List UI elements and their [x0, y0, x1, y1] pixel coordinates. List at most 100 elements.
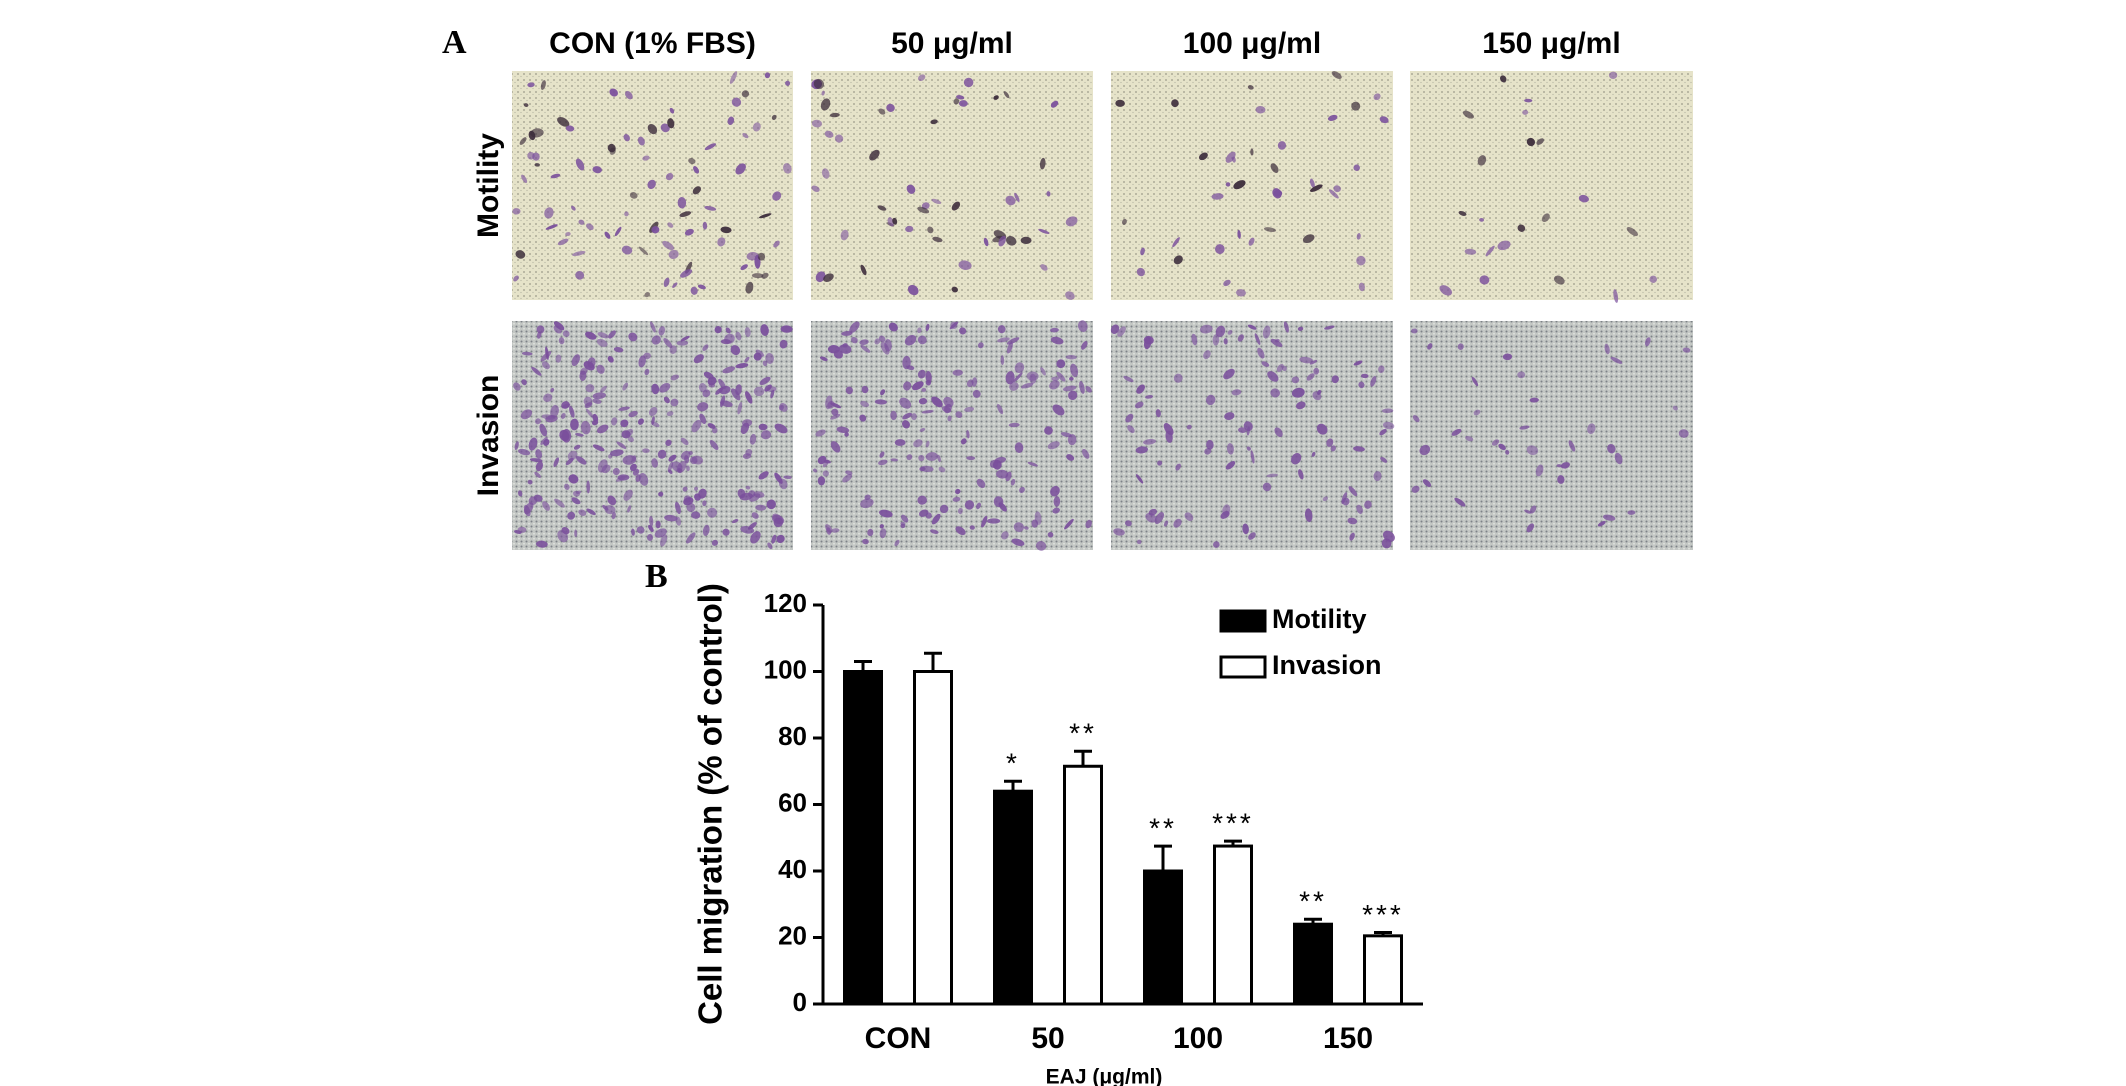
stained-cell — [996, 403, 1004, 415]
stained-cell — [1113, 528, 1125, 536]
stained-cell — [1052, 507, 1060, 514]
stained-cell — [912, 381, 924, 391]
stained-cell — [731, 519, 739, 524]
stained-cell — [693, 486, 699, 491]
stained-cell — [663, 338, 673, 348]
stained-cell — [772, 191, 782, 201]
stained-cell — [675, 516, 682, 526]
stained-cell — [1382, 421, 1395, 430]
stained-cell — [1231, 156, 1236, 163]
stained-cell — [1122, 218, 1127, 225]
stained-cell — [570, 418, 579, 431]
stained-cell — [831, 528, 840, 533]
stained-cell — [1225, 151, 1236, 163]
stained-cell — [554, 498, 565, 508]
stained-cell — [1609, 71, 1618, 80]
stained-cell — [829, 112, 840, 118]
stained-cell — [874, 338, 881, 345]
stained-cell — [766, 386, 777, 393]
stained-cell — [938, 466, 946, 473]
stained-cell — [622, 382, 629, 391]
stained-cell — [1298, 469, 1304, 480]
stained-cell — [1273, 189, 1283, 197]
stained-cell — [586, 508, 596, 516]
stained-cell — [1262, 325, 1271, 339]
micrograph — [1111, 321, 1393, 550]
stained-cell — [1013, 372, 1023, 383]
stained-cell — [591, 419, 599, 426]
stained-cell — [1046, 191, 1051, 197]
stained-cell — [1157, 460, 1163, 466]
stained-cell — [680, 335, 690, 342]
stained-cell — [1587, 423, 1596, 435]
stained-cell — [884, 339, 892, 352]
stained-cell — [535, 540, 548, 548]
stained-cell — [644, 368, 650, 376]
stained-cell — [930, 119, 938, 125]
stained-cell — [651, 226, 660, 234]
stained-cell — [1277, 141, 1287, 150]
stained-cell — [555, 354, 562, 363]
stained-cell — [861, 385, 869, 394]
stained-cell — [557, 116, 570, 127]
stained-cell — [620, 419, 629, 428]
stained-cell — [1068, 390, 1078, 401]
stained-cell — [1212, 334, 1220, 346]
stained-cell — [669, 345, 677, 354]
stained-cell — [1479, 217, 1485, 222]
stained-cell — [657, 449, 667, 459]
stained-cell — [540, 80, 546, 90]
stained-cell — [1039, 157, 1046, 170]
row-label: Invasion — [472, 375, 505, 497]
stained-cell — [925, 440, 930, 448]
stained-cell — [1678, 429, 1689, 438]
stained-cell — [1597, 520, 1606, 527]
stained-cell — [1274, 427, 1283, 438]
stained-cell — [569, 405, 575, 418]
stained-cell — [821, 90, 825, 96]
stained-cell — [711, 427, 718, 434]
stained-cell — [902, 412, 913, 420]
y-tick-label: 80 — [778, 721, 807, 751]
stained-cell — [1005, 195, 1016, 206]
stained-cell — [725, 327, 731, 334]
micrograph — [811, 71, 1093, 300]
stained-cell — [758, 423, 768, 431]
stained-cell — [707, 376, 717, 386]
stained-cell — [530, 128, 544, 138]
stained-cell — [1227, 330, 1233, 335]
legend-swatch — [1219, 609, 1267, 633]
stained-cell — [576, 456, 587, 465]
stained-cell — [651, 458, 659, 468]
stained-cell — [1145, 512, 1157, 523]
stained-cell — [1522, 109, 1529, 115]
stained-cell — [704, 205, 717, 211]
stained-cell — [766, 499, 776, 510]
stained-cell — [1250, 148, 1254, 156]
stained-cell — [811, 185, 820, 192]
stained-cell — [838, 344, 852, 354]
stained-cell — [557, 238, 569, 246]
stained-cell — [1309, 184, 1323, 192]
stained-cell — [596, 424, 609, 434]
stained-cell — [644, 292, 650, 298]
micrograph — [811, 321, 1093, 550]
stained-cell — [892, 217, 898, 225]
stained-cell — [684, 228, 694, 236]
stained-cell — [1541, 213, 1550, 223]
bar-chart: 0 20 40 60 80 100 120 Cell migration (% of cont… — [692, 583, 1423, 1086]
stained-cell — [1458, 210, 1467, 216]
stained-cell — [607, 495, 617, 506]
stained-cell — [627, 505, 632, 513]
stained-cell — [972, 389, 981, 398]
stained-cell — [649, 515, 654, 527]
stained-cell — [667, 461, 674, 473]
stained-cell — [623, 489, 633, 501]
stained-cell — [1051, 376, 1060, 381]
y-tick-label: 60 — [778, 787, 807, 817]
stained-cell — [823, 273, 834, 283]
stained-cell — [1163, 423, 1174, 436]
stained-cell — [1184, 512, 1194, 522]
stained-cell — [592, 444, 605, 452]
stained-cell — [1672, 405, 1678, 411]
